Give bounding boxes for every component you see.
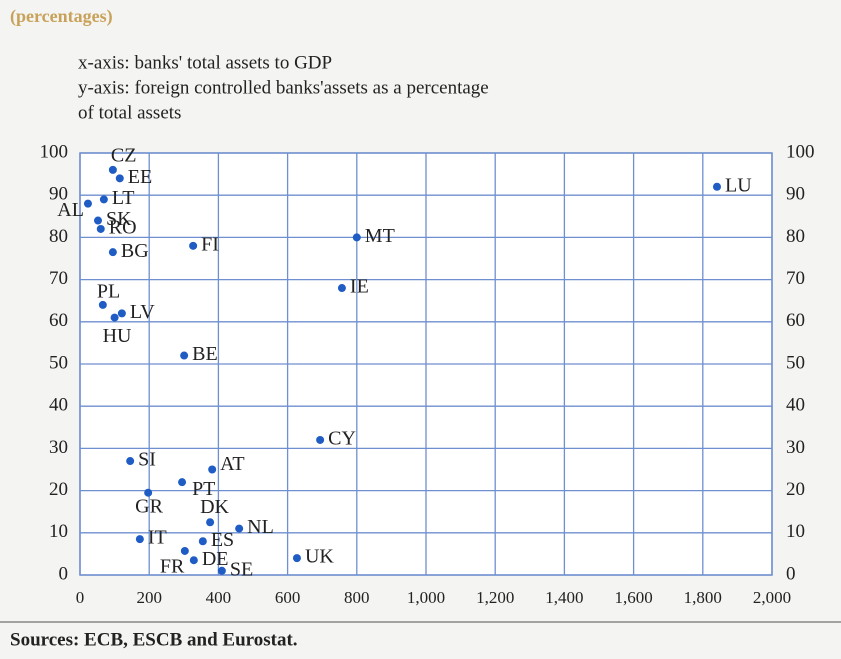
y-tick-label: 90	[49, 184, 68, 205]
y2-tick-label: 0	[786, 563, 796, 584]
x-tick-label: 1,800	[684, 588, 722, 607]
point	[198, 537, 207, 546]
point	[96, 224, 105, 233]
point	[189, 241, 198, 250]
point-label: LV	[130, 301, 155, 323]
y2-tick-label: 40	[786, 395, 805, 416]
y2-tick-label: 50	[786, 352, 805, 373]
point-label: AT	[220, 453, 244, 475]
point	[135, 535, 144, 544]
y-tick-label: 40	[49, 395, 68, 416]
y2-tick-label: 20	[786, 479, 805, 500]
point-label: BG	[121, 240, 149, 262]
point-label: HU	[103, 325, 132, 347]
point-label: LT	[112, 187, 135, 209]
point	[189, 556, 198, 565]
x-tick-label: 1,000	[407, 588, 445, 607]
x-tick-label: 200	[136, 588, 162, 607]
y-tick-label: 10	[49, 521, 68, 542]
point	[337, 284, 346, 293]
y2-tick-label: 10	[786, 521, 805, 542]
point-label: RO	[109, 217, 137, 239]
source: Sources: ECB, ESCB and Eurostat.	[10, 629, 298, 650]
point-label: UK	[305, 546, 334, 568]
point	[99, 195, 108, 204]
point-label: ES	[211, 529, 234, 551]
point-label: BE	[192, 343, 218, 365]
note: x-axis: banks' total assets to GDP	[78, 52, 332, 73]
point	[712, 182, 721, 191]
point	[178, 478, 187, 487]
point-label: CZ	[111, 144, 137, 166]
x-tick-label: 400	[206, 588, 232, 607]
y-tick-label: 30	[49, 437, 68, 458]
point	[117, 309, 126, 318]
point-label: SI	[138, 449, 156, 471]
point-label: MT	[365, 225, 395, 247]
point	[217, 566, 226, 575]
point	[115, 174, 124, 183]
x-tick-label: 1,400	[545, 588, 583, 607]
y2-tick-label: 70	[786, 268, 805, 289]
point-label: NL	[247, 516, 274, 538]
point-label: IE	[350, 276, 369, 298]
point-label: PL	[97, 281, 120, 303]
point-label: CY	[328, 428, 356, 450]
x-tick-label: 800	[344, 588, 370, 607]
point-label: LU	[725, 174, 752, 196]
y-tick-label: 100	[40, 141, 69, 162]
point-label: IT	[148, 527, 167, 549]
y-tick-label: 80	[49, 226, 68, 247]
point	[235, 524, 244, 533]
y-tick-label: 50	[49, 352, 68, 373]
y2-tick-label: 90	[786, 184, 805, 205]
note: of total assets	[78, 102, 181, 123]
point-label: GR	[135, 495, 163, 517]
y2-tick-label: 100	[786, 141, 815, 162]
y-tick-label: 0	[59, 563, 69, 584]
point-label: AL	[57, 199, 84, 221]
point	[93, 216, 102, 225]
y-tick-label: 70	[49, 268, 68, 289]
point-label: FI	[201, 233, 219, 255]
point-label: SK	[106, 208, 132, 230]
point-label: PT	[192, 478, 215, 500]
point	[98, 300, 107, 309]
y-tick-label: 20	[49, 479, 68, 500]
point	[292, 554, 301, 563]
y2-tick-label: 60	[786, 310, 805, 331]
point	[83, 199, 92, 208]
point	[180, 546, 189, 555]
x-tick-label: 1,600	[614, 588, 652, 607]
x-tick-label: 0	[76, 588, 85, 607]
point	[144, 488, 153, 497]
point	[316, 435, 325, 444]
point-label: SE	[230, 558, 253, 580]
point-label: DE	[202, 548, 229, 570]
x-tick-label: 600	[275, 588, 301, 607]
note: y-axis: foreign controlled banks'assets …	[78, 77, 489, 98]
point	[110, 313, 119, 322]
point	[206, 518, 215, 527]
point-label: EE	[128, 166, 152, 188]
point	[352, 233, 361, 242]
point	[180, 351, 189, 360]
point	[108, 248, 117, 257]
y2-tick-label: 30	[786, 437, 805, 458]
point-label: DK	[200, 496, 229, 518]
point	[126, 457, 135, 466]
y2-tick-label: 80	[786, 226, 805, 247]
y-tick-label: 60	[49, 310, 68, 331]
point	[208, 465, 217, 474]
point-label: FR	[160, 556, 185, 578]
point	[108, 165, 117, 174]
x-tick-label: 1,200	[476, 588, 514, 607]
subtitle: (percentages)	[10, 6, 113, 27]
x-tick-label: 2,000	[753, 588, 791, 607]
